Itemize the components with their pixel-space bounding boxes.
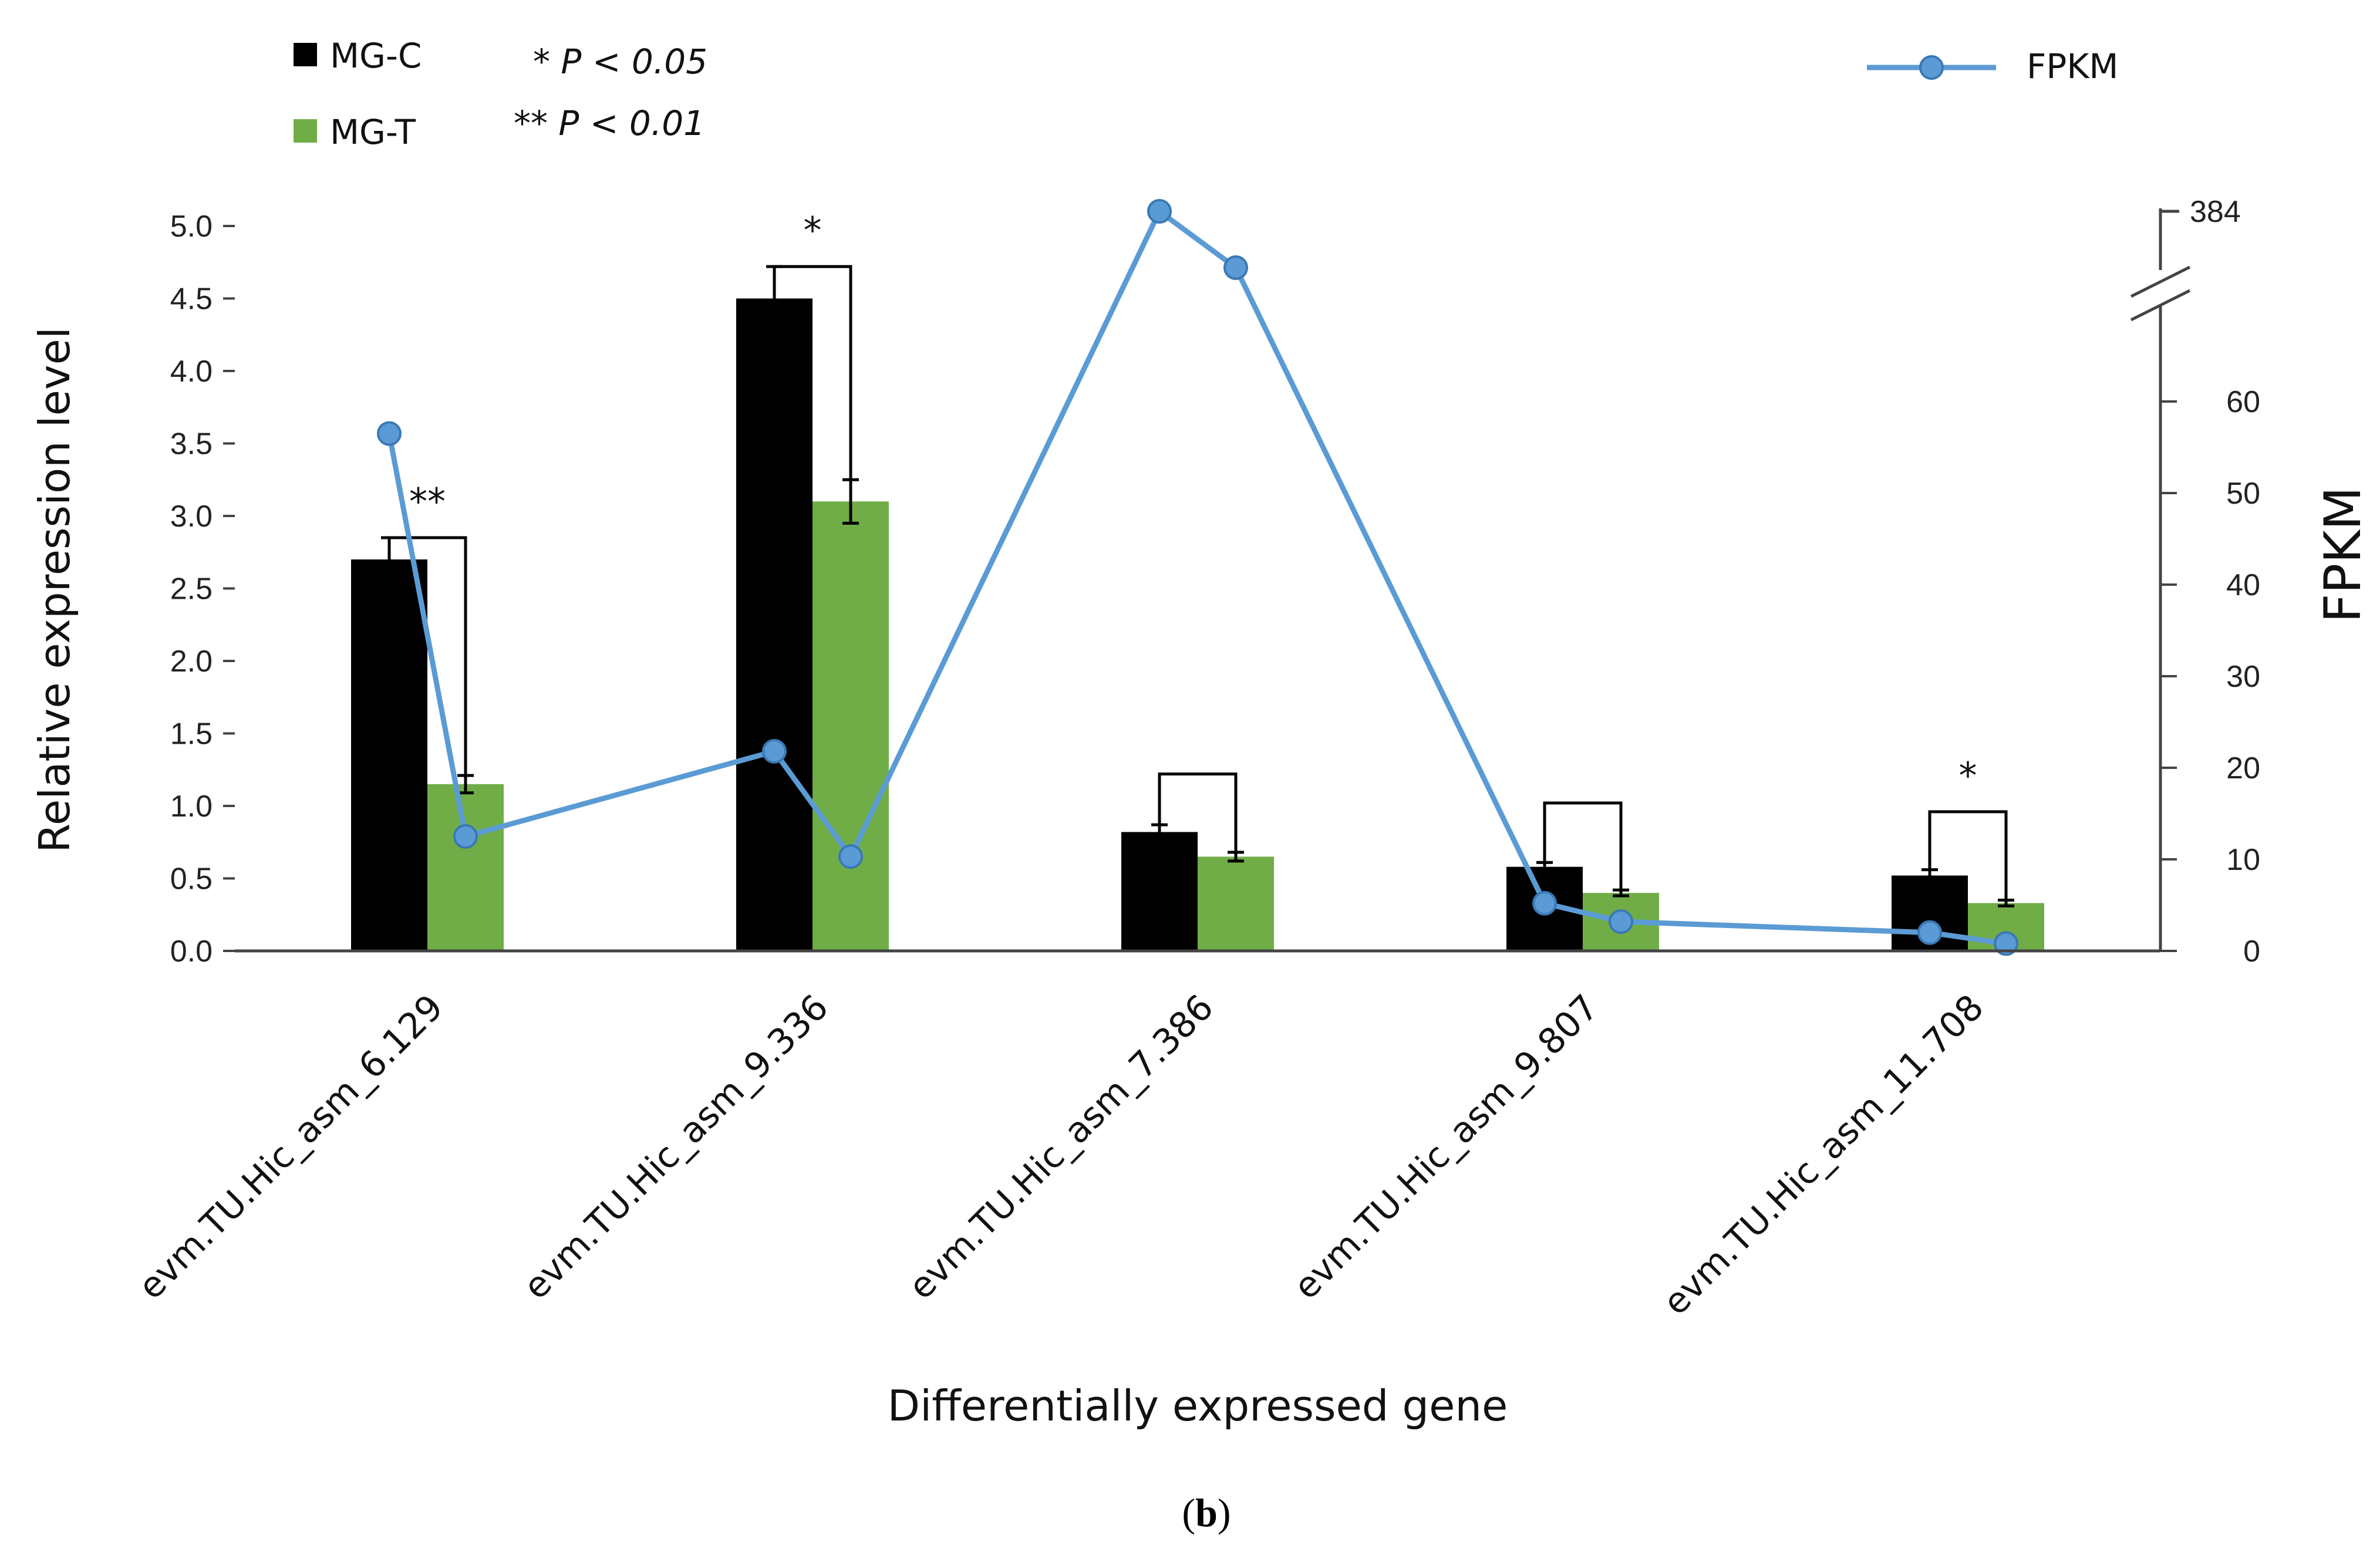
category-label: evm.TU.Hic_asm_11.708 xyxy=(1655,987,1991,1323)
fpkm-point xyxy=(1917,920,1942,945)
bar-mg-t xyxy=(813,501,889,951)
right-axis-tick-label: 10 xyxy=(2226,843,2260,877)
left-axis-tick-label: 0.5 xyxy=(170,862,213,896)
axis-break-mark-lower xyxy=(2130,289,2191,322)
category-label: evm.TU.Hic_asm_9.807 xyxy=(1286,987,1606,1307)
fpkm-point xyxy=(1609,909,1633,934)
right-axis-tick-label: 60 xyxy=(2226,385,2260,419)
y2-axis-title: FPKM xyxy=(2314,487,2372,623)
right-axis-tick-label: 20 xyxy=(2226,751,2260,785)
left-axis-tick-label: 1.5 xyxy=(170,717,213,751)
significance-bracket xyxy=(1158,772,1238,853)
bar-mg-t xyxy=(427,784,504,951)
bars xyxy=(351,298,2044,951)
figure-caption: (b) xyxy=(1182,1490,1231,1535)
significance-marker: * xyxy=(1959,754,1977,797)
caption-open: ( xyxy=(1182,1490,1195,1535)
category-label: evm.TU.Hic_asm_7.386 xyxy=(901,987,1221,1307)
bar-mg-t xyxy=(1198,856,1274,951)
significance-marker: ** xyxy=(409,480,446,523)
category-label: evm.TU.Hic_asm_9.336 xyxy=(515,987,836,1307)
legend-label-fpkm: FPKM xyxy=(2027,46,2118,86)
right-axis-tick-label: 50 xyxy=(2226,477,2260,511)
fpkm-point xyxy=(1147,199,1172,224)
significance-bracket xyxy=(1543,801,1623,890)
fpkm-line-path xyxy=(386,208,2007,946)
right-axis-break-label: 384 xyxy=(2190,195,2241,229)
bar-mg-c xyxy=(1121,832,1198,951)
left-axis-tick-label: 3.5 xyxy=(170,427,213,461)
legend-label-mg-c: MG-C xyxy=(330,36,422,76)
fpkm-point xyxy=(838,844,863,869)
legend-p-001: ** P < 0.01 xyxy=(514,103,705,143)
bar-mg-c xyxy=(736,298,813,951)
category-label: evm.TU.Hic_asm_6.129 xyxy=(130,987,451,1307)
x-axis-title: Differentially expressed gene xyxy=(888,1381,1508,1430)
legend-swatch-mg-t xyxy=(294,119,317,143)
fpkm-line xyxy=(377,199,2018,956)
left-axis-tick-label: 1.0 xyxy=(170,789,213,824)
significance-marker: * xyxy=(804,209,822,252)
legend-marker-fpkm xyxy=(1919,55,1944,80)
left-axis-tick-label: 0.0 xyxy=(170,934,213,969)
right-axis-tick-label: 0 xyxy=(2243,934,2260,969)
fpkm-point xyxy=(762,738,787,764)
left-axis-tick-label: 4.0 xyxy=(170,355,213,389)
left-axis-tick-label: 2.5 xyxy=(170,572,213,606)
error-bars xyxy=(381,265,2014,907)
legend-swatch-mg-c xyxy=(294,43,317,66)
legend-label-mg-t: MG-T xyxy=(330,112,416,152)
fpkm-point xyxy=(377,421,402,446)
fpkm-point xyxy=(1994,931,2018,956)
caption-close: ) xyxy=(1218,1490,1231,1535)
y-axis-title: Relative expression level xyxy=(30,327,79,853)
category-labels: evm.TU.Hic_asm_6.129 evm.TU.Hic_asm_9.336… xyxy=(130,987,1991,1323)
fpkm-point xyxy=(1532,890,1557,916)
left-axis-tick-label: 5.0 xyxy=(170,210,213,244)
significance-bracket xyxy=(1928,810,2008,900)
significance-bracket xyxy=(774,265,852,480)
right-axis-tick-label: 30 xyxy=(2226,660,2260,694)
left-axis-ticks: 0.0 0.5 1.0 1.5 2.0 2.5 3.0 3.5 4.0 4.5 5.0 xyxy=(170,210,235,969)
bar-mg-c xyxy=(351,559,427,951)
significance-brackets: **** xyxy=(389,209,2008,900)
legend-p-005: * P < 0.05 xyxy=(533,42,707,82)
caption-letter: b xyxy=(1195,1490,1218,1535)
fpkm-point xyxy=(1223,255,1248,280)
left-axis-tick-label: 3.0 xyxy=(170,500,213,534)
left-axis-tick-label: 2.0 xyxy=(170,645,213,679)
fpkm-point xyxy=(453,824,478,849)
left-axis-tick-label: 4.5 xyxy=(170,282,213,316)
right-axis-tick-label: 40 xyxy=(2226,568,2260,602)
right-axis-ticks: 0 10 20 30 40 50 60 xyxy=(2160,385,2260,969)
axis-break-mark-upper xyxy=(2130,265,2191,298)
significance-bracket xyxy=(389,536,467,776)
